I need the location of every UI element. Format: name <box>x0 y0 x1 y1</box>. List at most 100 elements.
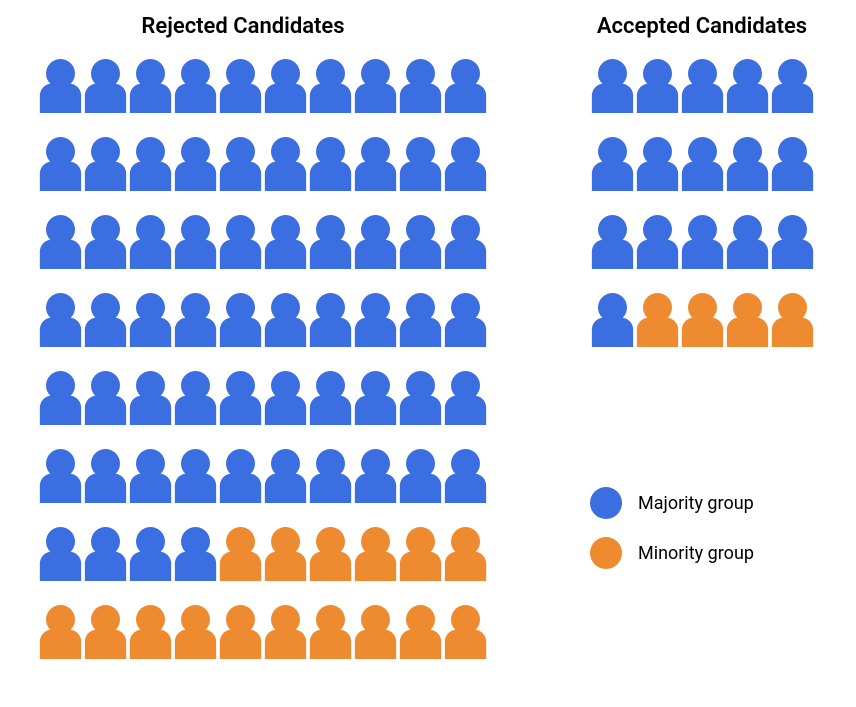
person-icon <box>635 58 680 114</box>
infographic-root: Rejected Candidates Accepted Candidates … <box>0 0 856 707</box>
person-icon <box>173 214 218 270</box>
person-icon <box>38 604 83 660</box>
person-icon <box>443 292 488 348</box>
legend-label: Majority group <box>638 493 754 514</box>
person-icon <box>128 136 173 192</box>
accepted-title: Accepted Candidates <box>552 14 852 39</box>
person-icon <box>770 292 815 348</box>
person-icon <box>173 292 218 348</box>
legend: Majority group Minority group <box>590 487 754 569</box>
person-icon <box>83 292 128 348</box>
legend-label: Minority group <box>638 543 754 564</box>
person-icon <box>173 448 218 504</box>
person-icon <box>398 214 443 270</box>
person-icon <box>173 370 218 426</box>
person-icon <box>398 604 443 660</box>
person-icon <box>173 604 218 660</box>
legend-dot-icon <box>590 487 622 519</box>
person-icon <box>443 448 488 504</box>
person-icon <box>353 526 398 582</box>
person-icon <box>83 448 128 504</box>
person-icon <box>38 370 83 426</box>
person-icon <box>263 370 308 426</box>
person-icon <box>680 214 725 270</box>
person-icon <box>398 526 443 582</box>
person-icon <box>725 136 770 192</box>
person-icon <box>263 58 308 114</box>
person-icon <box>128 370 173 426</box>
person-icon <box>38 58 83 114</box>
rejected-title: Rejected Candidates <box>88 14 398 39</box>
person-icon <box>263 526 308 582</box>
person-icon <box>218 214 263 270</box>
person-icon <box>218 448 263 504</box>
person-icon <box>443 370 488 426</box>
person-icon <box>353 292 398 348</box>
person-icon <box>680 58 725 114</box>
person-icon <box>590 136 635 192</box>
person-icon <box>353 136 398 192</box>
person-icon <box>128 604 173 660</box>
person-icon <box>173 526 218 582</box>
legend-dot-icon <box>590 537 622 569</box>
person-icon <box>308 526 353 582</box>
rejected-grid <box>38 58 488 660</box>
person-icon <box>218 604 263 660</box>
accepted-grid <box>590 58 815 348</box>
person-icon <box>218 292 263 348</box>
person-icon <box>353 214 398 270</box>
person-icon <box>443 58 488 114</box>
person-icon <box>398 58 443 114</box>
person-icon <box>308 448 353 504</box>
person-icon <box>38 526 83 582</box>
person-icon <box>263 214 308 270</box>
person-icon <box>398 370 443 426</box>
person-icon <box>83 214 128 270</box>
person-icon <box>590 292 635 348</box>
person-icon <box>353 58 398 114</box>
person-icon <box>635 292 680 348</box>
person-icon <box>770 214 815 270</box>
person-icon <box>38 136 83 192</box>
person-icon <box>38 448 83 504</box>
person-icon <box>353 370 398 426</box>
person-icon <box>770 58 815 114</box>
person-icon <box>590 58 635 114</box>
person-icon <box>128 58 173 114</box>
person-icon <box>770 136 815 192</box>
person-icon <box>38 214 83 270</box>
person-icon <box>680 292 725 348</box>
person-icon <box>725 214 770 270</box>
person-icon <box>398 448 443 504</box>
person-icon <box>263 604 308 660</box>
person-icon <box>308 214 353 270</box>
person-icon <box>128 214 173 270</box>
person-icon <box>353 448 398 504</box>
person-icon <box>635 214 680 270</box>
person-icon <box>83 604 128 660</box>
person-icon <box>443 604 488 660</box>
person-icon <box>443 136 488 192</box>
person-icon <box>308 58 353 114</box>
person-icon <box>38 292 83 348</box>
person-icon <box>173 58 218 114</box>
person-icon <box>635 136 680 192</box>
person-icon <box>725 58 770 114</box>
person-icon <box>263 292 308 348</box>
person-icon <box>443 214 488 270</box>
person-icon <box>83 526 128 582</box>
person-icon <box>218 58 263 114</box>
person-icon <box>353 604 398 660</box>
person-icon <box>218 136 263 192</box>
person-icon <box>173 136 218 192</box>
person-icon <box>218 370 263 426</box>
person-icon <box>83 136 128 192</box>
person-icon <box>725 292 770 348</box>
person-icon <box>263 136 308 192</box>
person-icon <box>128 526 173 582</box>
person-icon <box>308 604 353 660</box>
person-icon <box>308 292 353 348</box>
person-icon <box>590 214 635 270</box>
person-icon <box>308 370 353 426</box>
person-icon <box>263 448 308 504</box>
